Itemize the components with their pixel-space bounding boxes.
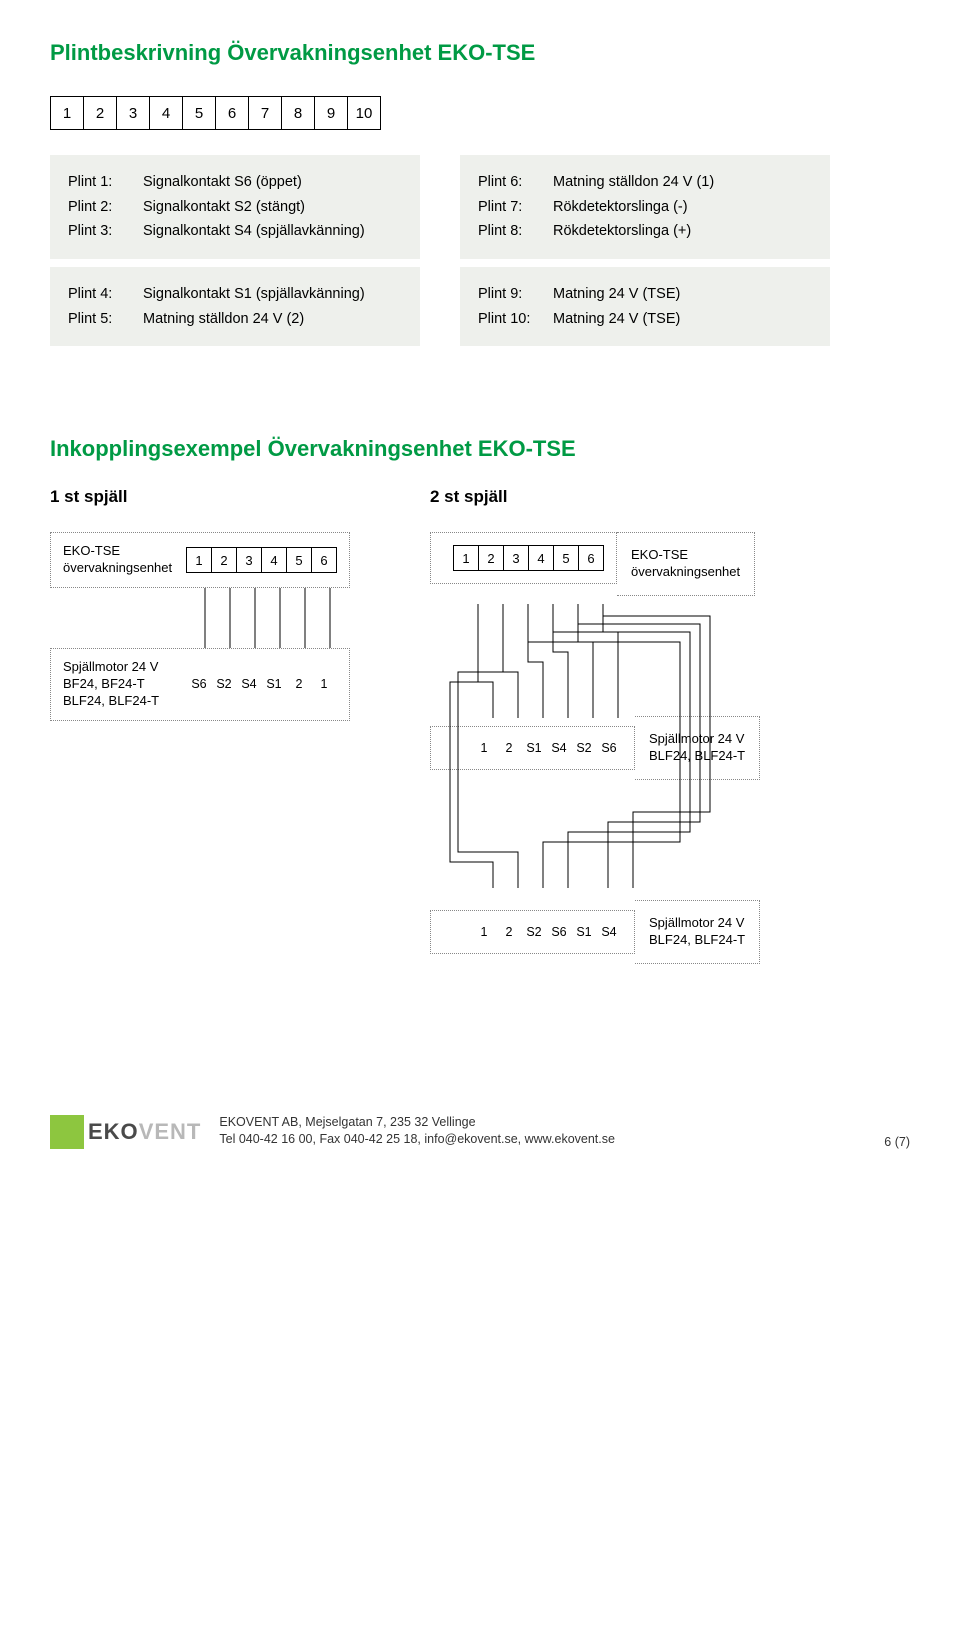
terminal-cell: 3 (116, 96, 150, 130)
plint-key: Plint 1: (68, 170, 143, 195)
terminal-cell: 4 (528, 545, 554, 571)
plint-key: Plint 8: (478, 219, 553, 244)
pin-label: S2 (521, 925, 547, 939)
terminal-cell: 6 (215, 96, 249, 130)
terminal-cell: 5 (553, 545, 579, 571)
terminal-cell: 2 (478, 545, 504, 571)
wiring-diagram-1: EKO-TSEövervakningsenhet 123456 Spjällmo… (50, 532, 350, 720)
logo-text-dark: EKO (88, 1119, 139, 1144)
plint-key: Plint 9: (478, 282, 553, 307)
plint-box-left-a: Plint 1:Signalkontakt S6 (öppet)Plint 2:… (50, 155, 420, 259)
plint-value: Matning 24 V (TSE) (553, 307, 680, 332)
logo-text-light: VENT (139, 1119, 202, 1144)
terminal-cell: 6 (311, 547, 337, 573)
pin-label: S1 (571, 925, 597, 939)
footer-line-2: Tel 040-42 16 00, Fax 040-42 25 18, info… (219, 1131, 615, 1149)
pin-label: S1 (521, 741, 547, 755)
motor-label: Spjällmotor 24 VBLF24, BLF24-T (635, 900, 760, 964)
terminal-cell: 2 (211, 547, 237, 573)
page-number: 6 (7) (884, 1135, 910, 1149)
plint-value: Signalkontakt S1 (spjällavkänning) (143, 282, 365, 307)
pin-label: S4 (236, 677, 262, 691)
terminal-cell: 6 (578, 545, 604, 571)
pin-labels: S6S2S4S121 (186, 677, 337, 691)
terminal-block: 123456 (453, 545, 604, 571)
plint-key: Plint 7: (478, 195, 553, 220)
plint-value: Signalkontakt S4 (spjällavkänning) (143, 219, 365, 244)
logo-icon (50, 1115, 84, 1149)
subheading-2: 2 st spjäll (430, 487, 910, 507)
terminal-cell: 8 (281, 96, 315, 130)
terminal-strip-10: 12345678910 (50, 96, 910, 130)
plint-value: Matning 24 V (TSE) (553, 282, 680, 307)
plint-value: Signalkontakt S6 (öppet) (143, 170, 302, 195)
pin-label: 1 (471, 925, 497, 939)
eko-label: EKO-TSEövervakningsenhet (617, 532, 755, 596)
page-heading-2: Inkopplingsexempel Övervakningsenhet EKO… (50, 436, 910, 462)
pin-label: 2 (496, 925, 522, 939)
pin-label: S2 (211, 677, 237, 691)
subheading-1: 1 st spjäll (50, 487, 430, 507)
pin-label: S1 (261, 677, 287, 691)
terminal-cell: 4 (149, 96, 183, 130)
plint-key: Plint 3: (68, 219, 143, 244)
terminal-cell: 5 (182, 96, 216, 130)
pin-label: 2 (286, 677, 312, 691)
terminal-cell: 10 (347, 96, 381, 130)
pin-label: 2 (496, 741, 522, 755)
plint-key: Plint 5: (68, 307, 143, 332)
terminal-cell: 9 (314, 96, 348, 130)
terminal-cell: 2 (83, 96, 117, 130)
plint-key: Plint 6: (478, 170, 553, 195)
pin-labels: 12S1S4S2S6 (471, 741, 622, 755)
plint-value: Rökdetektorslinga (+) (553, 219, 691, 244)
terminal-cell: 1 (453, 545, 479, 571)
pin-label: 1 (311, 677, 337, 691)
footer-line-1: EKOVENT AB, Mejselgatan 7, 235 32 Vellin… (219, 1114, 615, 1132)
pin-label: 1 (471, 741, 497, 755)
plint-value: Signalkontakt S2 (stängt) (143, 195, 305, 220)
pin-label: S4 (596, 925, 622, 939)
page-footer: EKOVENT EKOVENT AB, Mejselgatan 7, 235 3… (50, 1114, 910, 1149)
motor-label: Spjällmotor 24 VBF24, BF24-TBLF24, BLF24… (63, 659, 186, 710)
terminal-cell: 3 (503, 545, 529, 571)
plint-box-right-b: Plint 9:Matning 24 V (TSE)Plint 10:Matni… (460, 267, 830, 346)
pin-label: S6 (186, 677, 212, 691)
terminal-cell: 1 (50, 96, 84, 130)
plint-box-right-a: Plint 6:Matning ställdon 24 V (1)Plint 7… (460, 155, 830, 259)
plint-key: Plint 2: (68, 195, 143, 220)
pin-label: S4 (546, 741, 572, 755)
plint-key: Plint 4: (68, 282, 143, 307)
plint-box-left-b: Plint 4:Signalkontakt S1 (spjällavkännin… (50, 267, 420, 346)
pin-label: S6 (596, 741, 622, 755)
terminal-block: 123456 (186, 547, 337, 573)
terminal-cell: 5 (286, 547, 312, 573)
terminal-cell: 7 (248, 96, 282, 130)
plint-value: Matning ställdon 24 V (2) (143, 307, 304, 332)
plint-value: Rökdetektorslinga (-) (553, 195, 688, 220)
wiring-diagram-2: 123456 EKO-TSEövervakningsenhet 12S1S4S2… (430, 532, 910, 963)
pin-labels: 12S2S6S1S4 (471, 925, 622, 939)
motor-label: Spjällmotor 24 VBLF24, BLF24-T (635, 716, 760, 780)
logo: EKOVENT (50, 1115, 201, 1149)
eko-label: EKO-TSEövervakningsenhet (63, 543, 186, 577)
pin-label: S2 (571, 741, 597, 755)
terminal-cell: 1 (186, 547, 212, 573)
terminal-cell: 3 (236, 547, 262, 573)
plint-key: Plint 10: (478, 307, 553, 332)
page-heading-1: Plintbeskrivning Övervakningsenhet EKO-T… (50, 40, 910, 66)
plint-value: Matning ställdon 24 V (1) (553, 170, 714, 195)
pin-label: S6 (546, 925, 572, 939)
terminal-cell: 4 (261, 547, 287, 573)
